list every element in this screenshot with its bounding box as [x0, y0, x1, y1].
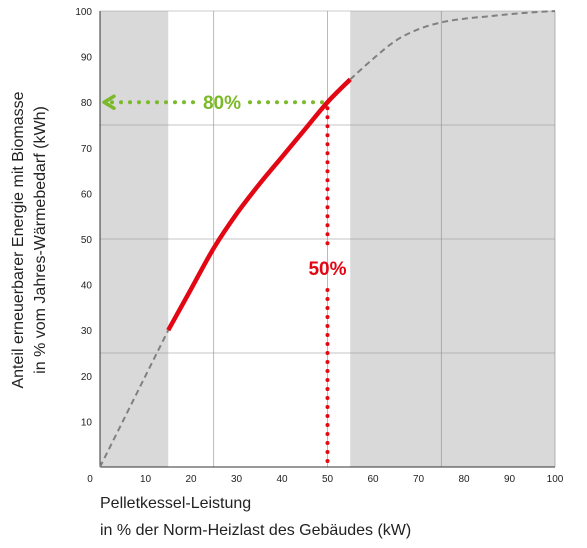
share-arrowhead [102, 94, 116, 110]
annotations: 80% 50% [102, 93, 347, 469]
x-tick-label-100: 100 [547, 474, 564, 485]
x-axis-title-line1: Pelletkessel-Leistung [100, 495, 251, 512]
axes [99, 10, 555, 468]
capacity-label: 50% [308, 259, 346, 280]
y-tick-label-70: 70 [81, 144, 93, 155]
y-tick-label-90: 90 [81, 53, 93, 64]
x-tick-label-80: 80 [458, 474, 470, 485]
y-tick-label-60: 60 [81, 189, 93, 200]
y-axis-title-line2: in % vom Jahres-Wärmebedarf (kWh) [32, 106, 49, 374]
series-line-3-dashed [349, 10, 556, 81]
series-line-2-solid [166, 77, 352, 332]
y-tick-label-10: 10 [81, 417, 93, 428]
x-tick-label-60: 60 [367, 474, 379, 485]
x-tick-label-0: 0 [87, 474, 93, 485]
y-tick-label-40: 40 [81, 281, 93, 292]
x-tick-labels: 0 10 20 30 40 50 60 70 80 90 100 [87, 474, 564, 485]
y-tick-label-20: 20 [81, 372, 93, 383]
x-tick-label-70: 70 [413, 474, 425, 485]
x-tick-label-20: 20 [185, 474, 197, 485]
share-label: 80% [203, 93, 241, 114]
y-tick-label-100: 100 [75, 7, 92, 18]
y-tick-label-80: 80 [81, 98, 93, 109]
x-tick-label-90: 90 [504, 474, 516, 485]
y-axis-title-line1: Anteil erneuerbarer Energie mit Biomasse [10, 91, 27, 388]
x-tick-label-10: 10 [140, 474, 152, 485]
y-tick-label-50: 50 [81, 235, 93, 246]
series-line-1-dashed [99, 329, 170, 468]
y-tick-label-30: 30 [81, 326, 93, 337]
series-lines [99, 10, 556, 468]
x-axis-title-line2: in % der Norm-Heizlast des Gebäudes (kW) [100, 522, 411, 539]
x-tick-label-30: 30 [231, 474, 243, 485]
y-tick-labels: 10 20 30 40 50 60 70 80 90 100 [75, 7, 92, 428]
x-tick-label-50: 50 [322, 474, 334, 485]
x-tick-label-40: 40 [276, 474, 288, 485]
